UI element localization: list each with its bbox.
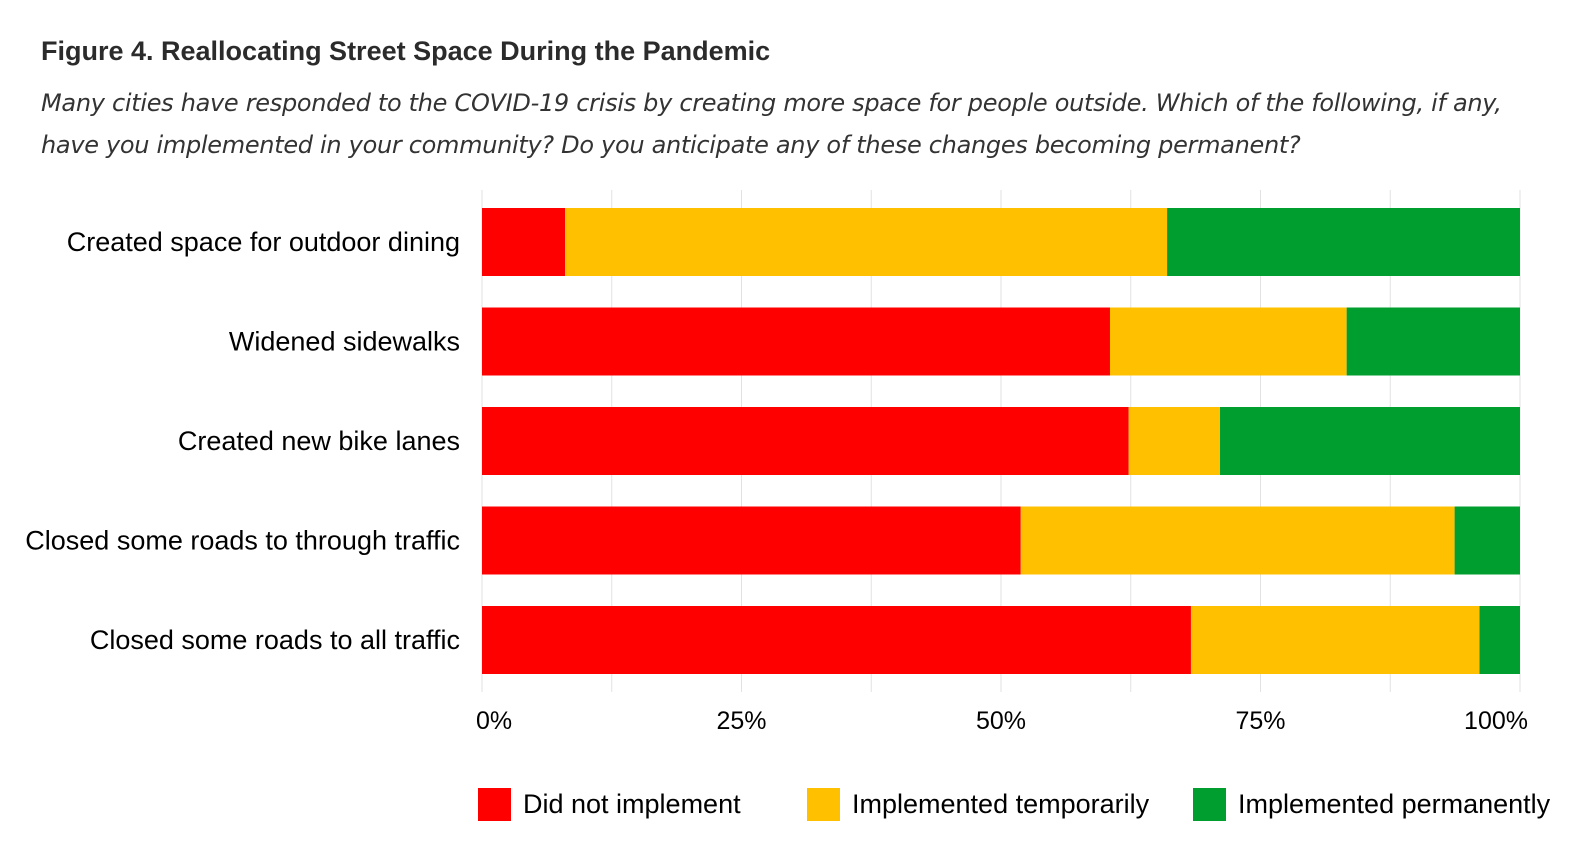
bar-segment-3-row-2 bbox=[1346, 307, 1520, 376]
x-tick-label: 25% bbox=[716, 707, 766, 735]
x-tick-label: 100% bbox=[1464, 707, 1528, 735]
legend-label: Did not implement bbox=[523, 788, 741, 819]
bar-segment-1-row-2 bbox=[482, 307, 1110, 376]
bar-segment-1-row-3 bbox=[482, 407, 1129, 475]
bar-segment-3-row-4 bbox=[1454, 506, 1520, 575]
bar-segment-3-row-1 bbox=[1167, 208, 1520, 276]
bar-segment-2-row-4 bbox=[1020, 506, 1455, 575]
bar-segment-3-row-5 bbox=[1479, 606, 1520, 674]
x-tick-label: 0% bbox=[476, 707, 512, 735]
x-tick-label: 50% bbox=[976, 707, 1026, 735]
category-label: Created new bike lanes bbox=[178, 426, 460, 456]
bar-segment-2-row-5 bbox=[1190, 606, 1480, 674]
x-tick-label: 75% bbox=[1235, 707, 1285, 735]
legend-item: Did not implement bbox=[478, 786, 741, 822]
legend-label: Implemented temporarily bbox=[852, 788, 1150, 819]
bars bbox=[482, 208, 1520, 674]
legend-swatch bbox=[478, 787, 511, 821]
bar-segment-1-row-1 bbox=[482, 208, 566, 276]
bar-segment-2-row-1 bbox=[565, 208, 1168, 276]
x-axis-ticks: 0% 25% 50% 75% 100% bbox=[476, 707, 1528, 735]
category-labels: Created space for outdoor dining Widened … bbox=[25, 227, 460, 655]
category-label: Closed some roads to through traffic bbox=[25, 526, 460, 556]
bar-segment-1-row-4 bbox=[482, 506, 1021, 575]
bar-segment-1-row-5 bbox=[482, 606, 1191, 674]
category-label: Created space for outdoor dining bbox=[67, 227, 460, 257]
bar-segment-2-row-3 bbox=[1128, 407, 1221, 475]
category-label: Closed some roads to all traffic bbox=[90, 625, 460, 655]
legend-item: Implemented temporarily bbox=[807, 786, 1149, 822]
legend-swatch bbox=[1193, 787, 1226, 821]
legend-label: Implemented permanently bbox=[1238, 788, 1551, 819]
bar-segment-3-row-3 bbox=[1220, 407, 1520, 475]
category-label: Widened sidewalks bbox=[229, 327, 460, 357]
legend: Did not implement Implemented temporarily… bbox=[0, 786, 1584, 822]
chart-subtitle: Many cities have responded to the COVID-… bbox=[41, 89, 1502, 159]
chart-title: Figure 4. Reallocating Street Space Duri… bbox=[41, 36, 771, 66]
legend-item: Implemented permanently bbox=[1193, 786, 1550, 822]
legend-swatch bbox=[807, 787, 840, 821]
bar-segment-2-row-2 bbox=[1109, 307, 1347, 376]
